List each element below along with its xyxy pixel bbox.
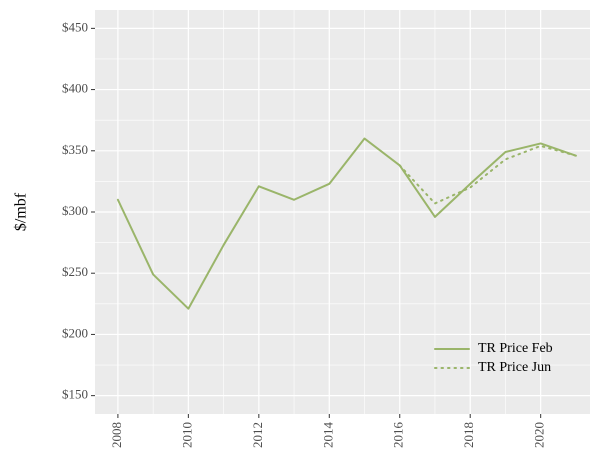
y-axis-label: $/mbf <box>13 192 30 231</box>
y-tick-label: $400 <box>62 81 88 96</box>
x-tick-label: 2008 <box>109 422 124 448</box>
x-tick-label: 2010 <box>179 422 194 448</box>
series-line <box>116 137 577 310</box>
y-tick-label: $200 <box>62 325 88 340</box>
y-tick-label: $150 <box>62 387 88 402</box>
y-tick-label: $350 <box>62 142 88 157</box>
legend-label: TR Price Feb <box>478 341 553 356</box>
marks <box>116 137 577 310</box>
legend: TR Price Feb TR Price Jun <box>434 341 553 375</box>
x-tick-label: 2020 <box>532 422 547 448</box>
y-tick-label: $450 <box>62 19 88 34</box>
x-tick-label: 2016 <box>391 422 406 449</box>
x-tick-label: 2014 <box>320 422 335 449</box>
y-tick-label: $250 <box>62 264 88 279</box>
x-tick-label: 2012 <box>250 422 265 448</box>
grid <box>95 10 590 414</box>
series-line <box>398 144 577 205</box>
y-tick-label: $300 <box>62 203 88 218</box>
legend-label: TR Price Jun <box>478 360 551 375</box>
x-tick-label: 2018 <box>461 422 476 448</box>
